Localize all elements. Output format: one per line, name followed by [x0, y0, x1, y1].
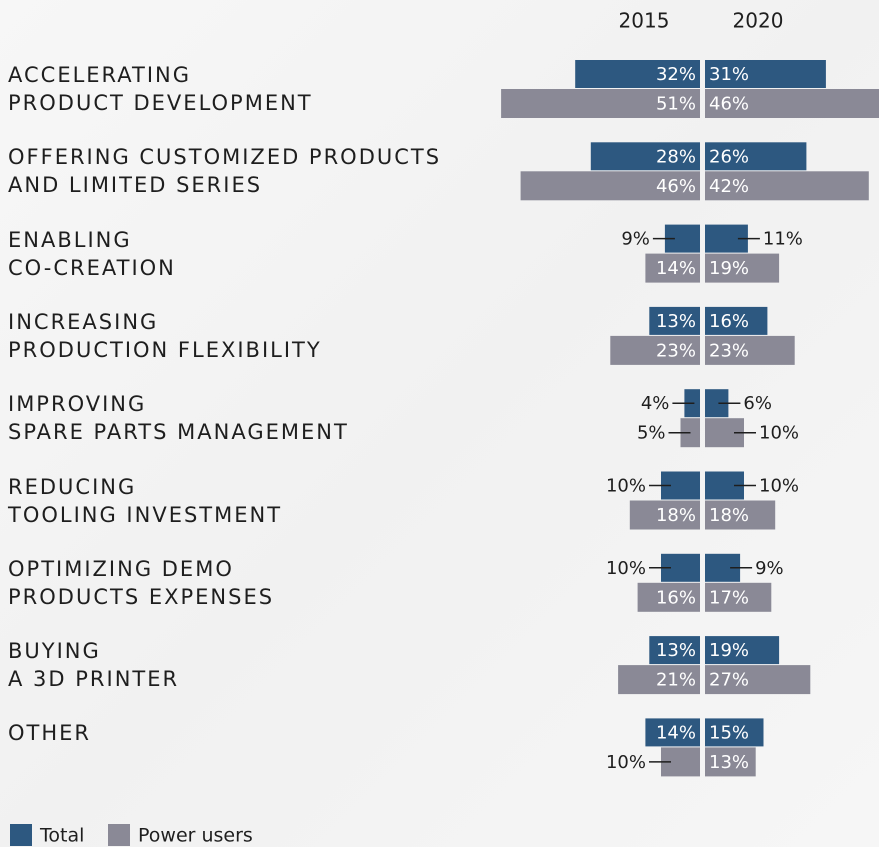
value-label: 13% [656, 311, 696, 332]
category-label: OPTIMIZING DEMO PRODUCTS EXPENSES [8, 556, 275, 609]
bar [618, 665, 700, 695]
bar [575, 60, 700, 88]
bar [705, 747, 756, 777]
value-label: 4% [641, 393, 670, 414]
bar [645, 253, 700, 283]
value-label: 10% [759, 476, 799, 497]
value-label: 13% [709, 752, 749, 773]
category-label: IMPROVING SPARE PARTS MANAGEMENT [8, 392, 349, 445]
value-label: 27% [709, 670, 749, 691]
bar [705, 89, 879, 118]
bar [705, 253, 780, 283]
category-label: BUYING A 3D PRINTER [8, 639, 180, 692]
value-label: 31% [709, 64, 749, 85]
bar [629, 500, 700, 530]
panel-label: 2015 [619, 9, 670, 33]
value-label: 6% [743, 393, 772, 414]
bar [705, 306, 768, 335]
value-label: 14% [656, 258, 696, 279]
value-label: 51% [656, 94, 696, 115]
value-label: 18% [656, 505, 696, 526]
value-label: 28% [656, 146, 696, 167]
bar [610, 335, 700, 365]
bar [705, 142, 807, 171]
value-label: 19% [709, 640, 749, 661]
legend-label: Power users [138, 825, 253, 847]
value-label: 14% [656, 722, 696, 743]
value-label: 32% [656, 64, 696, 85]
bar [590, 142, 700, 171]
bar [705, 335, 795, 365]
bar [705, 60, 826, 88]
bar [501, 89, 700, 118]
panel-label: 2020 [733, 9, 784, 33]
bar [705, 171, 869, 201]
bar [705, 636, 780, 665]
bar [705, 718, 764, 747]
value-label: 10% [606, 476, 646, 497]
category-label: OFFERING CUSTOMIZED PRODUCTS AND LIMITED… [8, 145, 442, 198]
value-label: 10% [606, 558, 646, 579]
bar [705, 582, 772, 612]
bar [649, 636, 700, 665]
bar [637, 582, 700, 612]
legend-label: Total [39, 825, 84, 847]
bar [520, 171, 700, 201]
category-label: OTHER [8, 721, 92, 746]
bar [705, 500, 776, 530]
category-label: ENABLING CO-CREATION [8, 227, 176, 280]
bar [645, 718, 700, 747]
value-label: 17% [709, 587, 749, 608]
value-label: 13% [656, 640, 696, 661]
value-label: 23% [656, 340, 696, 361]
value-label: 9% [755, 558, 784, 579]
legend-swatch [10, 824, 32, 846]
value-label: 23% [709, 340, 749, 361]
value-label: 21% [656, 670, 696, 691]
category-label: REDUCING TOOLING INVESTMENT [8, 474, 283, 527]
value-label: 42% [709, 176, 749, 197]
value-label: 15% [709, 722, 749, 743]
value-label: 16% [709, 311, 749, 332]
bar [705, 665, 811, 695]
value-label: 16% [656, 587, 696, 608]
value-label: 5% [637, 423, 666, 444]
value-label: 10% [606, 752, 646, 773]
category-label: INCREASING PRODUCTION FLEXIBILITY [8, 309, 322, 362]
value-label: 46% [656, 176, 696, 197]
value-label: 19% [709, 258, 749, 279]
legend-swatch [108, 824, 130, 846]
bar [705, 389, 729, 418]
value-label: 46% [709, 94, 749, 115]
value-label: 18% [709, 505, 749, 526]
value-label: 10% [759, 423, 799, 444]
bar [649, 306, 700, 335]
value-label: 9% [621, 229, 650, 250]
value-label: 11% [763, 229, 803, 250]
value-label: 26% [709, 146, 749, 167]
category-label: ACCELERATING PRODUCT DEVELOPMENT [8, 63, 313, 115]
